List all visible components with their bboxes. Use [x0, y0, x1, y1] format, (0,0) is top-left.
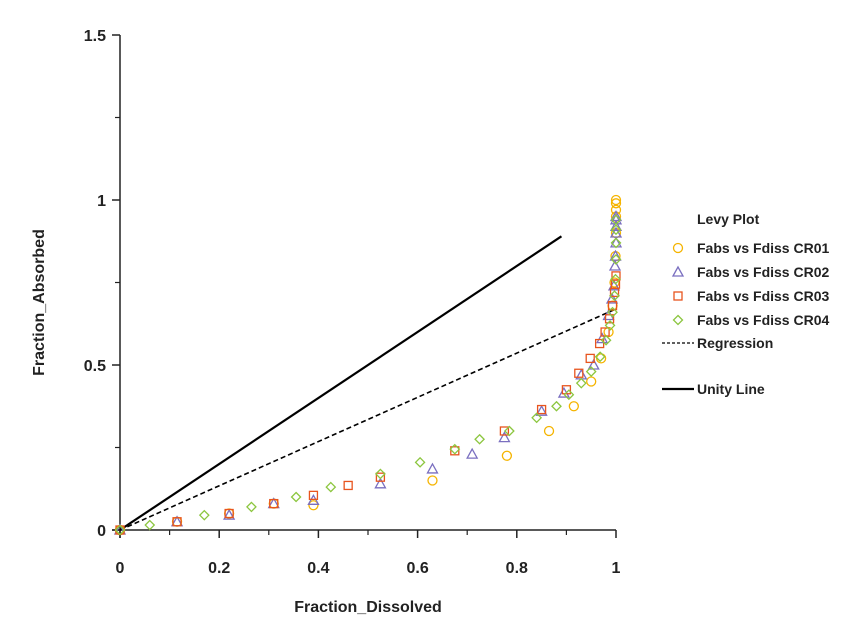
x-tick-label: 0 — [116, 560, 125, 577]
y-axis-title: Fraction_Absorbed — [31, 229, 48, 376]
triangle-data-point — [608, 259, 622, 271]
legend-label: Unity Line — [697, 381, 765, 397]
square-data-point — [499, 426, 510, 436]
y-tick-label: 1.5 — [84, 28, 106, 45]
triangle-data-point — [605, 292, 619, 304]
circle-data-point — [610, 198, 622, 209]
triangle-data-point — [498, 431, 511, 443]
triangle-data-point — [223, 508, 236, 520]
diamond-data-point — [604, 319, 616, 331]
ticks: 0 0.5 1 1.5 0 0.2 0.4 0.6 0.8 1 — [84, 28, 621, 577]
triangle-data-point — [609, 220, 623, 232]
circle-data-point — [501, 450, 513, 461]
unity-line — [119, 235, 563, 531]
diamond-data-point — [610, 273, 621, 285]
square-data-point — [269, 498, 279, 509]
square-data-point — [585, 353, 595, 364]
diamond-data-point — [610, 253, 622, 265]
y-tick-label: 0 — [97, 523, 106, 540]
circle-data-point — [586, 376, 597, 387]
triangle-data-point — [466, 447, 479, 459]
diamond-data-point — [374, 468, 386, 480]
triangle-data-point — [535, 404, 548, 416]
diamond-data-point — [607, 306, 618, 318]
x-tick-label: 0.4 — [307, 560, 329, 577]
diamond-data-point — [551, 400, 562, 412]
data-points — [113, 194, 623, 536]
x-tick-label: 0.6 — [406, 560, 428, 577]
legend-diamond-icon — [672, 314, 684, 326]
triangle-data-point — [609, 249, 622, 261]
series-cr04 — [114, 214, 622, 536]
y-tick-label: 0.5 — [84, 358, 106, 375]
x-tick-label: 0.8 — [506, 560, 528, 577]
diamond-data-point — [531, 412, 543, 424]
square-data-point — [172, 517, 182, 527]
circle-data-point — [568, 401, 579, 412]
square-data-point — [574, 368, 584, 378]
series-cr02 — [113, 210, 623, 535]
square-data-point — [594, 338, 605, 349]
y-tick-label: 1 — [97, 193, 106, 210]
legend-title: Levy Plot — [697, 211, 760, 227]
diamond-data-point — [610, 237, 622, 249]
legend-triangle-icon — [671, 265, 685, 277]
diamond-data-point — [414, 456, 426, 468]
diamond-data-point — [594, 351, 606, 363]
legend: Levy Plot Fabs vs Fdiss CR01 Fabs vs Fdis… — [662, 211, 829, 397]
legend-label: Regression — [697, 335, 773, 351]
square-data-point — [561, 385, 572, 395]
axes — [112, 35, 616, 538]
series-cr03 — [115, 271, 621, 535]
diamond-data-point — [609, 290, 620, 302]
triangle-data-point — [374, 477, 387, 489]
diamond-data-point — [144, 519, 156, 531]
triangle-data-point — [609, 210, 623, 222]
diamond-data-point — [449, 443, 461, 455]
diamond-data-point — [246, 501, 257, 513]
diamond-data-point — [610, 224, 622, 236]
square-data-point — [611, 271, 621, 281]
x-tick-label: 0.2 — [208, 560, 230, 577]
legend-circle-icon — [672, 242, 684, 254]
square-data-point — [308, 490, 319, 501]
x-tick-label: 1 — [612, 560, 621, 577]
diamond-data-point — [575, 377, 587, 389]
diamond-data-point — [600, 334, 612, 346]
square-data-point — [604, 314, 615, 324]
diamond-data-point — [114, 524, 126, 536]
regression-line — [119, 308, 617, 531]
square-data-point — [224, 508, 234, 519]
square-data-point — [536, 404, 547, 415]
square-data-point — [450, 446, 460, 456]
legend-label: Fabs vs Fdiss CR02 — [697, 264, 829, 280]
circle-data-point — [610, 194, 622, 206]
x-axis-title: Fraction_Dissolved — [294, 599, 442, 616]
diamond-data-point — [563, 389, 575, 401]
diamond-data-point — [325, 481, 337, 493]
diamond-data-point — [503, 425, 515, 437]
triangle-data-point — [426, 462, 439, 474]
diamond-data-point — [585, 366, 597, 378]
diamond-data-point — [474, 433, 486, 445]
circle-data-point — [543, 425, 555, 437]
diamond-data-point — [610, 214, 622, 226]
reference-lines — [119, 235, 617, 531]
legend-square-icon — [673, 291, 683, 301]
square-data-point — [375, 472, 386, 482]
diamond-data-point — [198, 509, 210, 521]
legend-label: Fabs vs Fdiss CR04 — [697, 312, 829, 328]
legend-label: Fabs vs Fdiss CR01 — [697, 240, 829, 256]
legend-label: Fabs vs Fdiss CR03 — [697, 288, 829, 304]
diamond-data-point — [290, 491, 302, 503]
square-data-point — [343, 480, 353, 491]
square-data-point — [607, 300, 618, 311]
circle-data-point — [308, 500, 319, 511]
circle-data-point — [427, 475, 438, 486]
